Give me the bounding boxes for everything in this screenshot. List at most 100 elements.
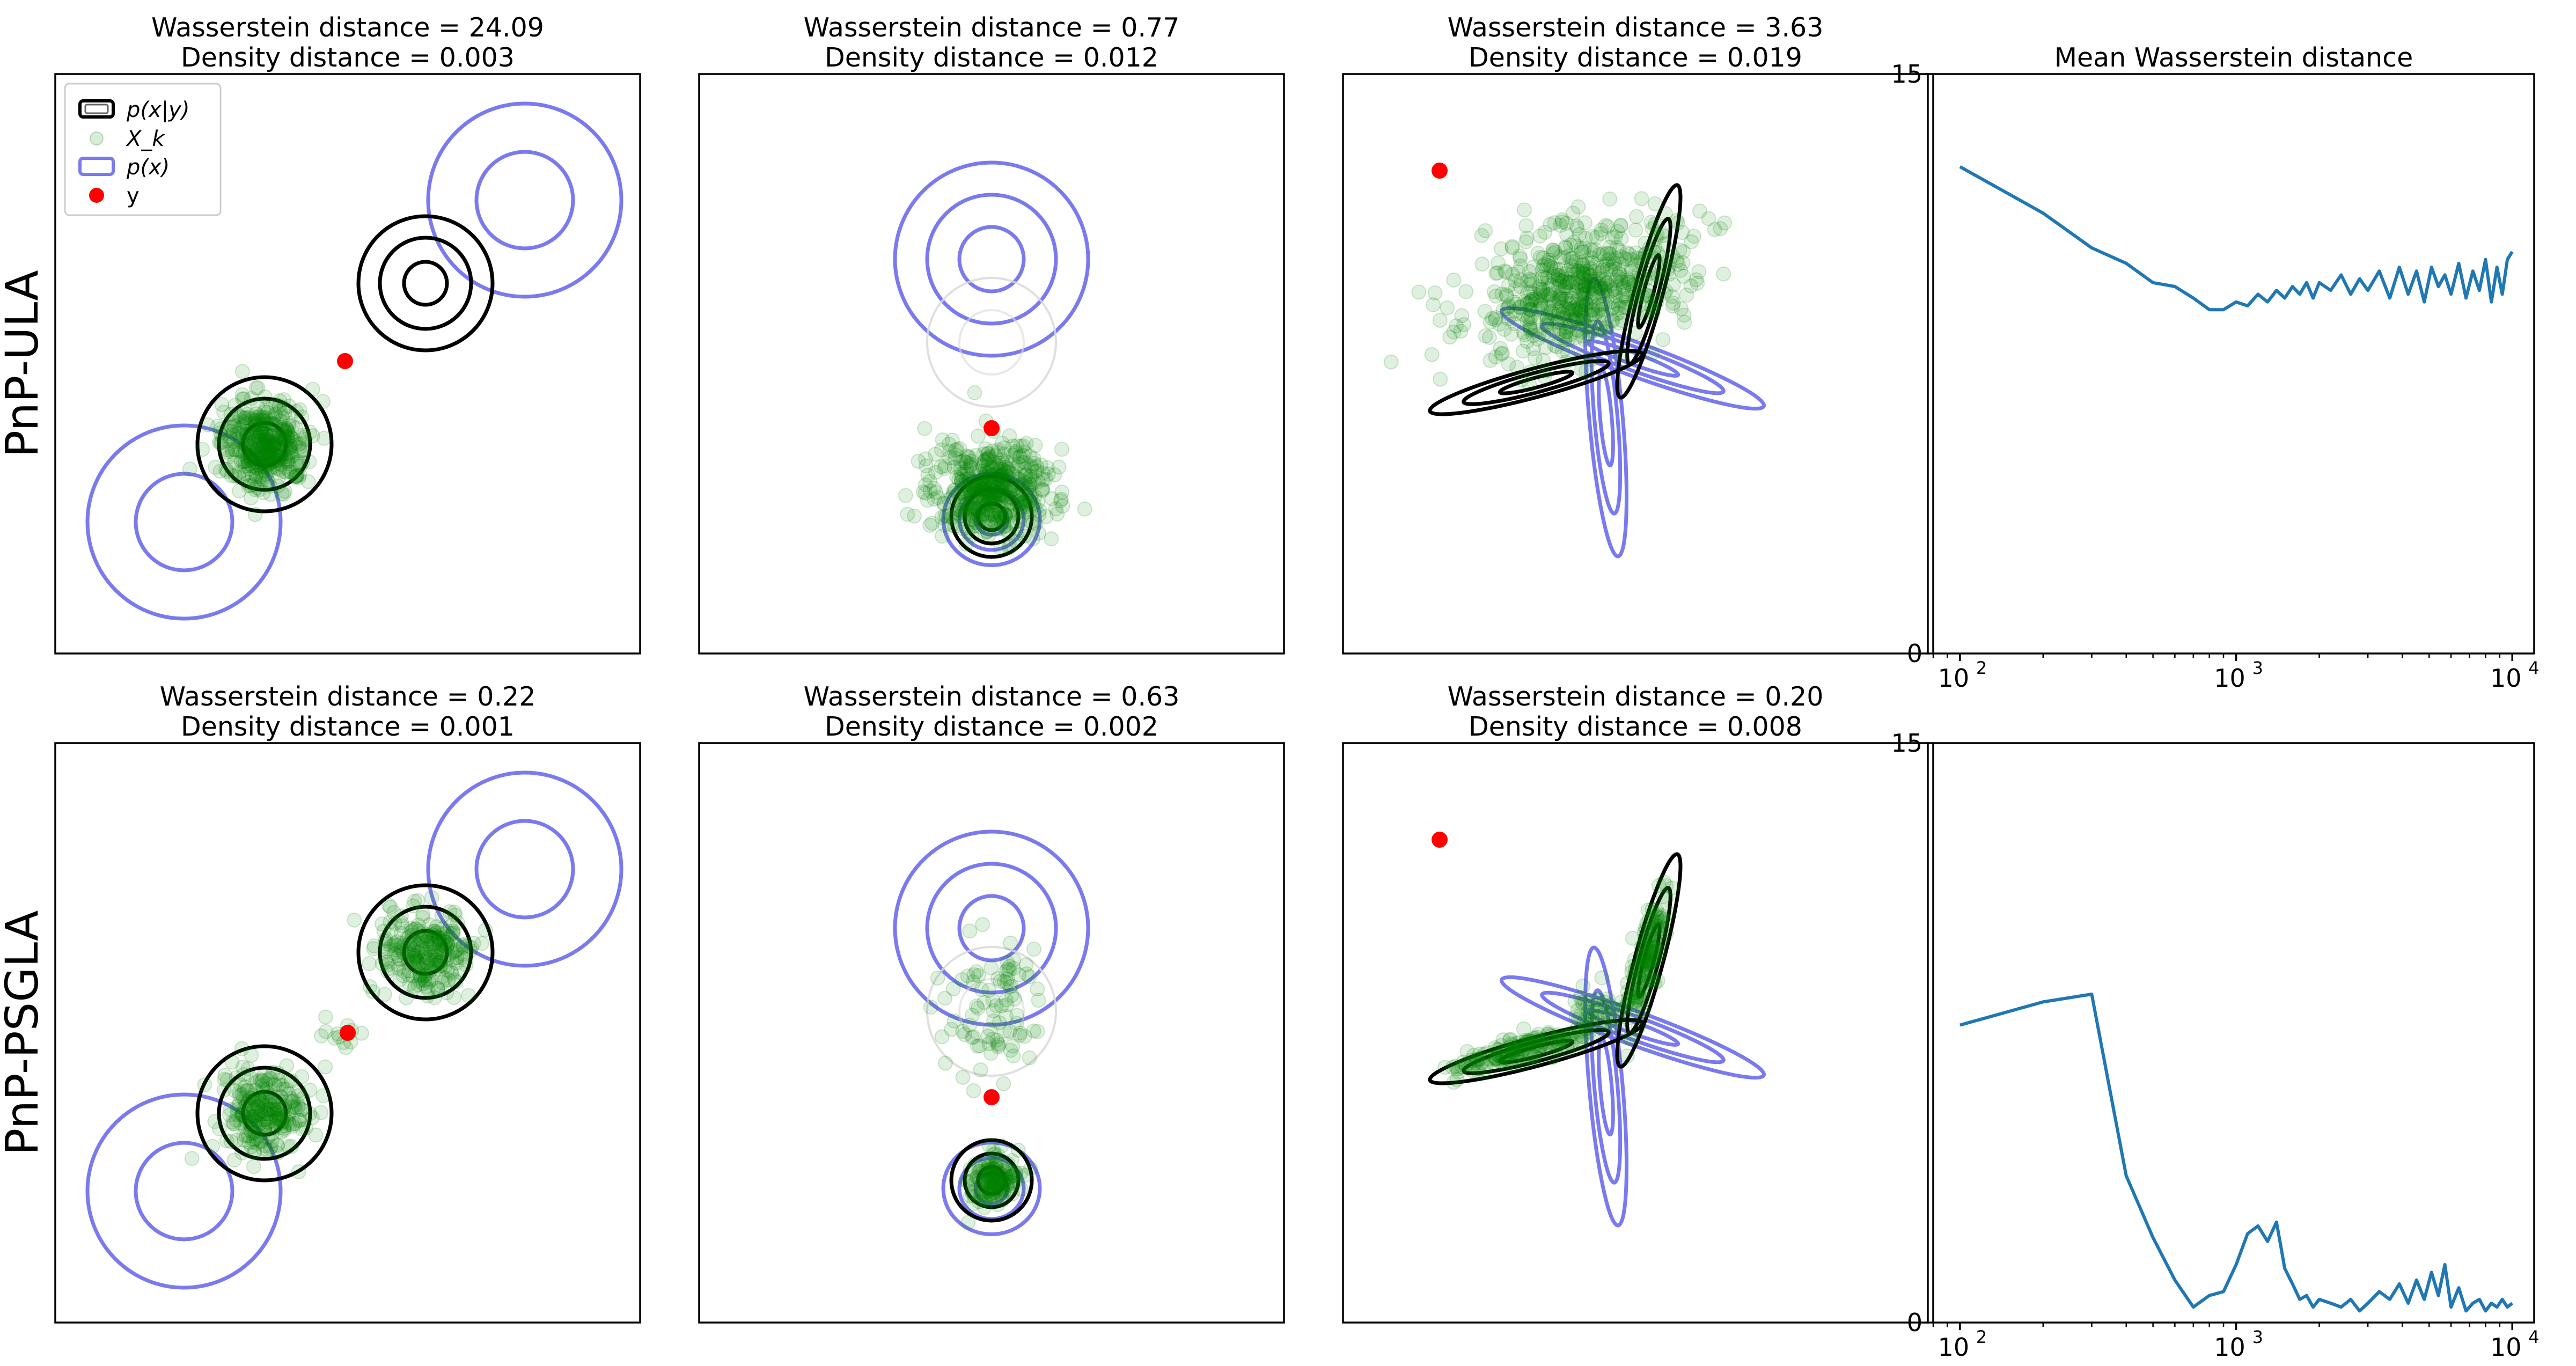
sample-point <box>274 1112 290 1128</box>
sample-point <box>227 415 243 430</box>
sample-point <box>1581 280 1597 295</box>
sample-point <box>260 1085 276 1101</box>
sample-point <box>953 460 969 476</box>
sample-point <box>254 1093 270 1108</box>
sample-point <box>271 1112 287 1127</box>
sample-point <box>1006 496 1022 512</box>
sample-point <box>252 455 268 471</box>
sample-point <box>259 432 275 447</box>
sample-point <box>937 990 953 1006</box>
sample-point <box>439 951 455 967</box>
sample-point <box>1501 356 1516 372</box>
sample-point <box>1017 475 1033 491</box>
sample-point <box>399 944 415 960</box>
sample-point <box>1637 981 1652 996</box>
prior-contour <box>134 472 234 572</box>
sample-point <box>1587 307 1603 322</box>
sample-point <box>990 479 1006 495</box>
sample-point <box>1523 1037 1538 1052</box>
sample-point <box>248 466 263 482</box>
sample-point <box>1584 251 1600 266</box>
sample-point <box>966 1196 981 1211</box>
sample-point <box>1028 516 1044 532</box>
sample-point <box>428 929 443 945</box>
sample-point <box>1631 962 1646 978</box>
sample-point <box>458 957 474 973</box>
sample-point <box>1012 523 1028 538</box>
sample-point <box>1504 240 1520 255</box>
sample-point <box>255 418 270 434</box>
sample-point <box>1470 1064 1486 1079</box>
sample-point <box>291 1113 306 1128</box>
sample-point <box>1626 969 1641 985</box>
legend-posterior-swatch <box>78 99 115 119</box>
sample-point <box>254 465 270 480</box>
sample-point <box>223 1102 238 1117</box>
sample-point <box>989 472 1005 487</box>
sample-point <box>439 939 454 954</box>
panel-frame <box>1932 73 2535 655</box>
sample-point <box>1528 1033 1543 1048</box>
prior-contour <box>474 150 575 251</box>
sample-point <box>474 936 489 951</box>
sample-point <box>422 952 437 968</box>
panel-title-density: Density distance = 0.001 <box>181 711 515 742</box>
sample-point <box>1636 950 1652 966</box>
sample-point <box>995 480 1010 496</box>
sample-point <box>984 1182 1000 1198</box>
sample-point <box>985 467 1000 482</box>
sample-point <box>409 952 425 968</box>
sample-point <box>252 417 268 433</box>
sample-point <box>983 1168 999 1184</box>
sample-point <box>1553 1032 1569 1047</box>
sample-point <box>1024 488 1039 503</box>
sample-point <box>226 418 241 434</box>
sample-point <box>244 1047 259 1063</box>
sample-point <box>261 1111 276 1127</box>
sample-point <box>1592 289 1607 305</box>
sample-point <box>966 478 982 493</box>
sample-point <box>980 483 995 499</box>
sample-point <box>387 916 402 931</box>
sample-point <box>1552 314 1568 330</box>
sample-point <box>1493 341 1508 356</box>
sample-point <box>996 519 1012 534</box>
sample-point <box>1661 259 1676 275</box>
sample-point <box>295 443 310 459</box>
sample-point <box>1598 218 1613 233</box>
sample-point <box>1535 1031 1550 1047</box>
sample-point <box>234 1107 249 1123</box>
sample-point <box>258 1098 274 1113</box>
sample-point <box>422 917 437 932</box>
sample-point <box>999 469 1014 484</box>
sample-point <box>277 1118 292 1134</box>
sample-point <box>1629 209 1644 224</box>
sample-point <box>1503 1036 1518 1052</box>
sample-point <box>1562 327 1578 342</box>
sample-point <box>269 1101 285 1117</box>
sample-point <box>222 1107 237 1122</box>
sample-point <box>1628 300 1644 315</box>
sample-point <box>1590 297 1605 313</box>
sample-point <box>1506 304 1522 319</box>
sample-point <box>1650 914 1665 930</box>
sample-point <box>260 1130 275 1145</box>
sample-point <box>290 1097 306 1112</box>
sample-point <box>1000 1178 1015 1193</box>
sample-point <box>1557 1030 1572 1045</box>
sample-point <box>1551 1036 1566 1052</box>
sample-point <box>989 1178 1004 1193</box>
sample-point <box>963 1188 978 1204</box>
prior-contour <box>925 862 1058 995</box>
sample-point <box>950 487 966 502</box>
sample-point <box>229 1070 244 1085</box>
sample-point <box>1539 317 1554 333</box>
sample-point <box>354 1025 369 1041</box>
sample-point <box>238 437 254 452</box>
sample-point <box>232 1088 247 1103</box>
sample-point <box>1000 454 1015 470</box>
sample-point <box>1494 287 1510 302</box>
sample-point <box>1499 289 1515 304</box>
sample-point <box>983 1186 999 1201</box>
sample-point <box>273 449 288 464</box>
